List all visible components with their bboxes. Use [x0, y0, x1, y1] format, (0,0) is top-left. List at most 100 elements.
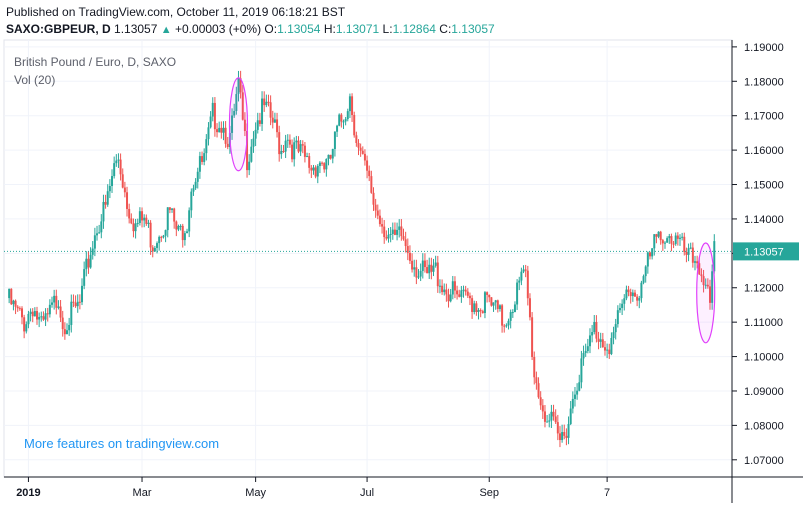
- candle-body: [546, 421, 549, 423]
- candle-body: [68, 324, 71, 331]
- candle-body: [593, 321, 596, 333]
- candle-body: [644, 266, 647, 277]
- candle-body: [597, 338, 600, 342]
- candle-body: [291, 144, 294, 160]
- candle-body: [653, 234, 656, 249]
- candle-body: [121, 174, 124, 188]
- candle-body: [464, 289, 467, 292]
- candle-body: [486, 292, 489, 295]
- candle-body: [569, 408, 572, 424]
- candle-body: [211, 102, 214, 117]
- candle-body: [248, 161, 251, 171]
- candle-body: [87, 258, 90, 268]
- candle-body: [241, 92, 244, 120]
- promo-link[interactable]: More features on tradingview.com: [24, 436, 220, 451]
- candle-body: [194, 181, 197, 189]
- last-price: 1.13057: [114, 22, 158, 36]
- candle-body: [458, 294, 461, 297]
- plot-frame: [3, 39, 733, 478]
- candle-body: [400, 226, 403, 237]
- candle-body: [548, 420, 551, 422]
- candle-body: [359, 147, 362, 151]
- candle-body: [516, 282, 519, 305]
- candle-body: [576, 390, 579, 395]
- candle-body: [38, 316, 41, 320]
- candle-body: [612, 332, 615, 338]
- candle-body: [541, 405, 544, 412]
- time-axis[interactable]: 2019 Mar May Jul Sep 7: [16, 477, 610, 499]
- candle-body: [198, 156, 201, 172]
- candle-body: [355, 135, 358, 144]
- candle-body: [696, 261, 699, 264]
- candle-body: [205, 139, 208, 154]
- candle-body: [586, 346, 589, 352]
- candle-body: [531, 317, 534, 357]
- candle-body: [74, 302, 77, 307]
- candle-body: [226, 143, 229, 147]
- candle-body: [702, 276, 705, 286]
- candle-body: [631, 292, 634, 297]
- close-label: C:: [439, 22, 452, 36]
- candle-body: [391, 229, 394, 234]
- candle-body: [567, 423, 570, 438]
- y-tick-label: 1.07000: [744, 455, 784, 467]
- y-tick-label: 1.15000: [744, 180, 784, 192]
- price-axis[interactable]: 1.19000 1.18000 1.17000 1.16000 1.15000 1.140…: [732, 42, 784, 467]
- candle-body: [81, 285, 84, 303]
- candle-body: [63, 329, 66, 335]
- candle-body: [276, 119, 279, 133]
- candle-body: [670, 236, 673, 244]
- y-tick-label: 1.16000: [744, 145, 784, 157]
- candle-body: [346, 111, 349, 120]
- candle-body: [509, 312, 512, 321]
- candle-body: [340, 114, 343, 122]
- low-value: 1.12864: [392, 22, 436, 36]
- candle-body: [151, 247, 154, 252]
- y-tick-label: 1.14000: [744, 214, 784, 226]
- candle-body: [113, 163, 116, 177]
- candle-body: [263, 98, 266, 106]
- candle-body: [608, 349, 611, 355]
- candle-body: [333, 131, 336, 149]
- candle-body: [303, 145, 306, 157]
- candle-body: [638, 298, 641, 301]
- candles: [8, 70, 716, 448]
- y-tick-label: 1.11000: [744, 317, 783, 329]
- candle-body: [666, 238, 669, 243]
- candle-body: [552, 411, 555, 417]
- candle-body: [426, 267, 429, 274]
- candle-body: [66, 330, 69, 335]
- candle-body: [674, 235, 677, 244]
- candle-body: [33, 311, 36, 317]
- candle-body: [646, 252, 649, 267]
- candle-body: [310, 167, 313, 171]
- candle-body: [149, 222, 152, 248]
- candle-body: [147, 222, 150, 224]
- candle-body: [565, 435, 568, 438]
- candle-body: [186, 231, 189, 234]
- candle-body: [683, 236, 686, 252]
- candle-body: [27, 313, 30, 325]
- candle-body: [177, 226, 180, 230]
- candle-body: [554, 416, 557, 423]
- candle-body: [526, 270, 529, 299]
- change-value: +0.00003 (+0%): [175, 22, 262, 36]
- symbol-ohlc-bar: SAXO:GBPEUR, D 1.13057 ▲ +0.00003 (+0%) …: [6, 21, 495, 38]
- candle-body: [106, 191, 109, 205]
- candle-body: [23, 317, 26, 332]
- candle-body: [372, 192, 375, 205]
- series-title: British Pound / Euro, D, SAXO: [14, 55, 176, 69]
- candle-body: [648, 252, 651, 257]
- candle-body: [108, 185, 111, 192]
- candle-body: [618, 307, 621, 311]
- candle-body: [503, 325, 506, 327]
- candle-body: [273, 119, 276, 123]
- highlight-ellipse: [696, 242, 716, 344]
- candle-body: [141, 211, 144, 221]
- candle-body: [250, 146, 253, 162]
- candle-body: [48, 304, 51, 315]
- y-tick-label: 1.18000: [744, 76, 784, 88]
- candle-body: [233, 110, 236, 116]
- candle-body: [181, 225, 184, 241]
